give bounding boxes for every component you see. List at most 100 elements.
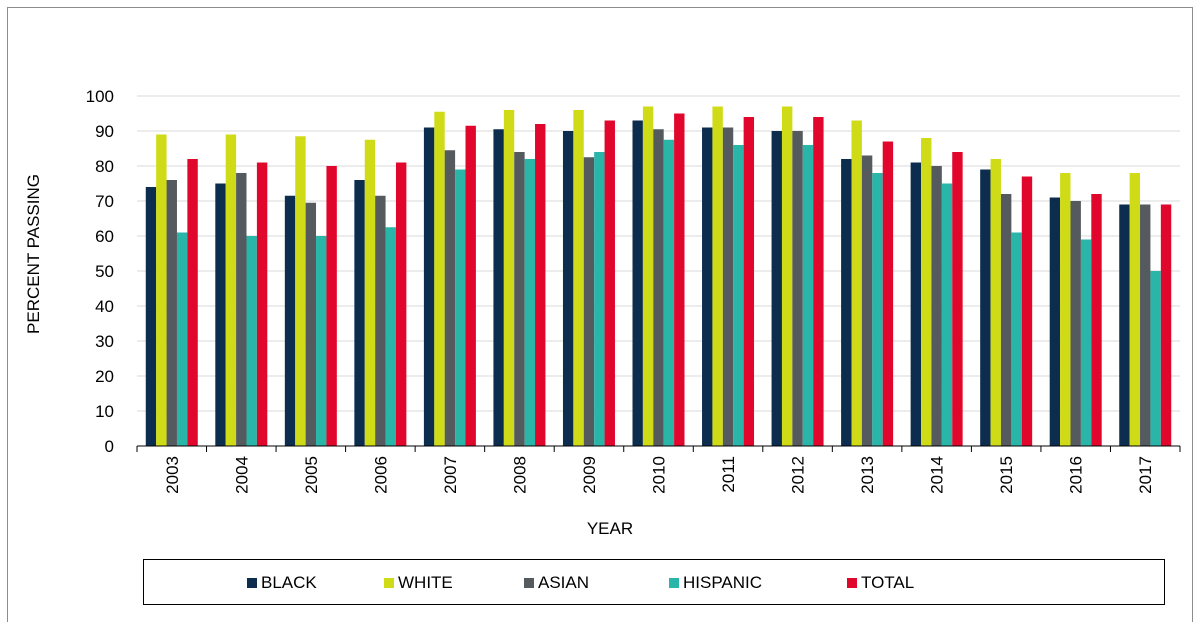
legend-swatch: [247, 578, 257, 588]
bar-black-2011: [702, 127, 713, 446]
bar-asian-2015: [1000, 194, 1012, 446]
bar-white-2013: [851, 120, 862, 446]
bar-hispanic-2012: [802, 145, 814, 446]
x-tick-label: 2012: [789, 456, 808, 494]
legend-label: BLACK: [261, 573, 317, 592]
legend-swatch: [669, 578, 679, 588]
bar-black-2004: [215, 183, 226, 446]
bar-total-2003: [187, 159, 198, 446]
bar-asian-2016: [1070, 201, 1081, 446]
bar-total-2007: [465, 125, 476, 446]
bar-white-2011: [712, 106, 723, 446]
bar-white-2008: [503, 110, 515, 446]
bar-asian-2004: [236, 173, 247, 446]
bar-hispanic-2011: [733, 145, 744, 446]
bar-black-2003: [145, 187, 157, 446]
bar-white-2009: [573, 110, 584, 446]
x-tick-label: 2003: [163, 456, 182, 494]
y-tick-label: 30: [95, 332, 114, 351]
bar-total-2015: [1021, 176, 1033, 446]
bar-black-2007: [423, 127, 435, 446]
x-axis-title: YEAR: [587, 519, 633, 538]
bar-hispanic-2003: [176, 232, 188, 446]
bar-total-2008: [535, 124, 546, 446]
bar-asian-2008: [514, 152, 525, 446]
y-tick-label: 0: [105, 437, 114, 456]
y-tick-label: 80: [95, 157, 114, 176]
x-tick-label: 2004: [232, 456, 251, 494]
x-tick-label: 2005: [302, 456, 321, 494]
legend-item-white: WHITE: [384, 573, 453, 592]
bar-white-2014: [921, 138, 932, 446]
y-tick-label: 50: [95, 262, 114, 281]
x-tick-label: 2011: [719, 456, 738, 493]
x-tick-label: 2008: [510, 456, 529, 494]
bar-hispanic-2014: [941, 183, 953, 446]
y-tick-label: 20: [95, 367, 114, 386]
bar-hispanic-2015: [1011, 232, 1022, 446]
legend-swatch: [384, 578, 394, 588]
bar-total-2012: [813, 117, 824, 446]
bar-asian-2003: [166, 180, 177, 446]
x-tick-label: 2006: [371, 456, 390, 494]
bar-black-2005: [284, 195, 296, 446]
bar-white-2003: [156, 134, 167, 446]
bar-hispanic-2009: [594, 152, 605, 446]
bar-total-2011: [743, 117, 755, 446]
y-tick-label: 90: [95, 122, 114, 141]
x-tick-label: 2013: [858, 456, 877, 494]
bar-hispanic-2008: [524, 159, 536, 446]
bar-total-2013: [882, 141, 894, 446]
legend-item-hispanic: HISPANIC: [669, 573, 762, 592]
bar-asian-2006: [375, 195, 386, 446]
bar-total-2017: [1160, 204, 1172, 446]
bar-hispanic-2007: [455, 169, 466, 446]
bar-total-2014: [952, 152, 963, 446]
bar-black-2009: [562, 131, 574, 446]
x-tick-label: 2009: [580, 456, 599, 494]
bar-white-2005: [295, 136, 306, 446]
bar-white-2015: [990, 159, 1001, 446]
bar-hispanic-2006: [385, 227, 396, 446]
bar-asian-2007: [444, 150, 456, 446]
bar-black-2013: [841, 159, 852, 446]
y-tick-label: 70: [95, 192, 114, 211]
bar-asian-2014: [931, 166, 942, 446]
legend-item-asian: ASIAN: [524, 573, 590, 592]
bar-total-2004: [256, 162, 268, 446]
bar-total-2006: [395, 162, 407, 446]
bar-total-2005: [326, 166, 337, 446]
y-tick-label: 60: [95, 227, 114, 246]
bar-black-2015: [980, 169, 991, 446]
legend-item-black: BLACK: [247, 573, 317, 592]
x-tick-label: 2016: [1067, 456, 1086, 494]
bar-hispanic-2016: [1080, 239, 1092, 446]
bar-asian-2010: [653, 129, 664, 446]
y-tick-label: 100: [86, 87, 114, 106]
bar-hispanic-2004: [246, 236, 257, 446]
x-tick-label: 2007: [441, 456, 460, 494]
legend-item-total: TOTAL: [847, 573, 914, 592]
legend-swatch: [524, 578, 534, 588]
axes: [136, 445, 1181, 452]
legend-label: ASIAN: [538, 573, 590, 592]
x-tick-label: 2017: [1136, 456, 1155, 494]
bar-white-2007: [434, 111, 445, 446]
bar-hispanic-2005: [316, 236, 327, 446]
bar-black-2010: [632, 120, 643, 446]
bar-total-2016: [1091, 194, 1102, 446]
bar-white-2010: [642, 106, 654, 446]
bar-asian-2012: [792, 131, 803, 446]
bars: [145, 106, 1172, 446]
bar-black-2012: [771, 131, 782, 446]
bar-black-2008: [493, 129, 504, 446]
x-tick-label: 2014: [928, 456, 947, 494]
chart-legend: BLACK WHITE ASIAN HISPANIC TOTAL: [143, 559, 1165, 605]
y-tick-label: 10: [95, 402, 114, 421]
bar-asian-2011: [722, 127, 734, 446]
bar-hispanic-2010: [663, 139, 675, 446]
bar-asian-2009: [583, 157, 595, 446]
bar-black-2006: [354, 180, 365, 446]
bar-hispanic-2013: [872, 173, 883, 446]
